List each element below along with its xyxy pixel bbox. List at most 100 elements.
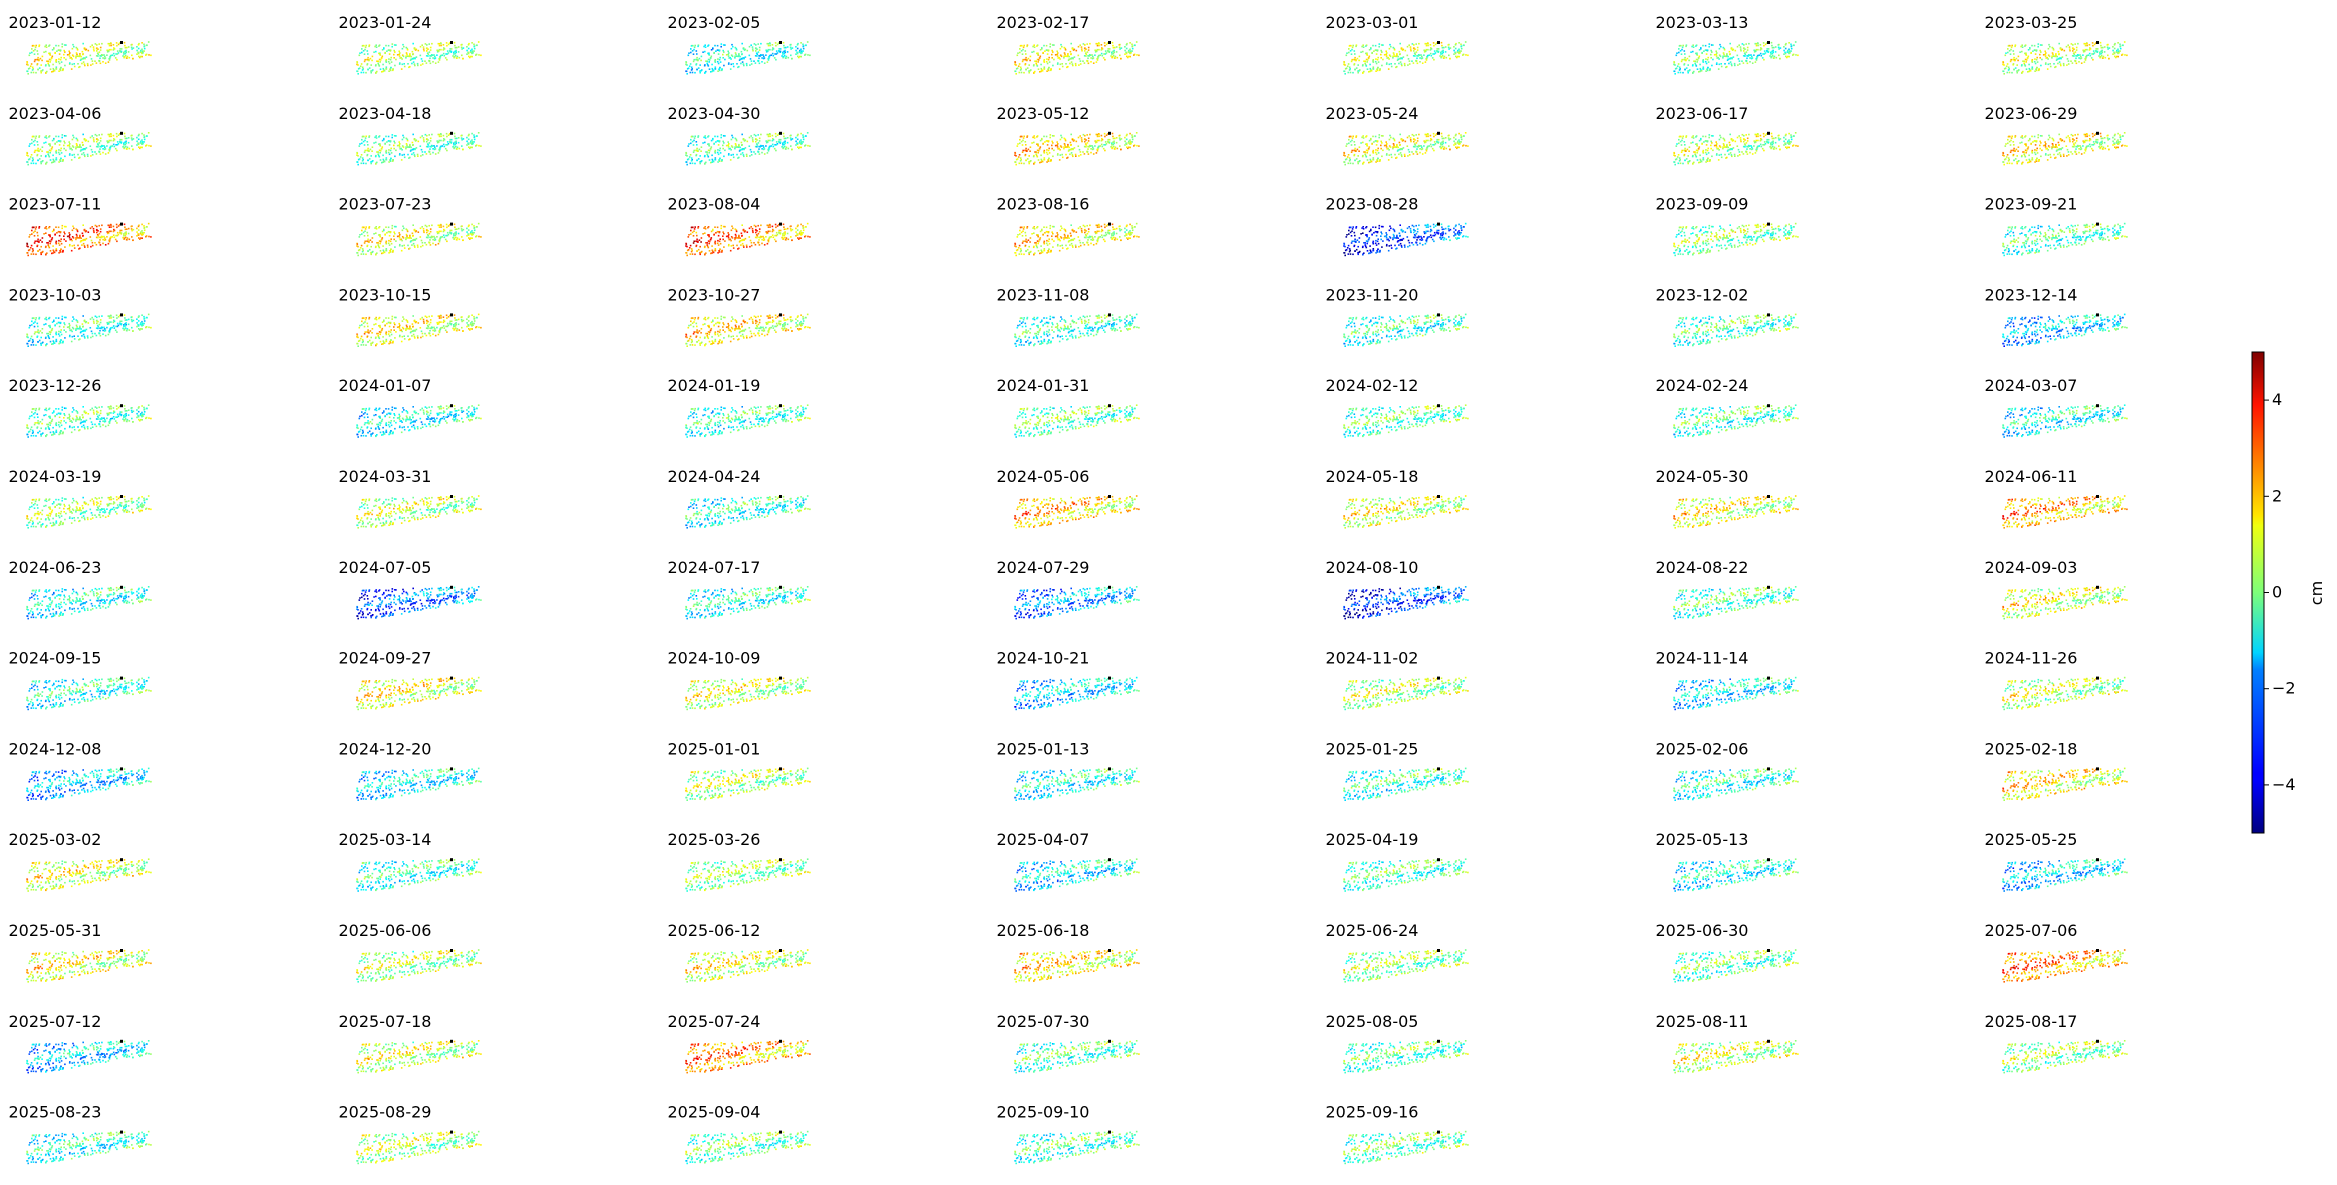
point: [703, 64, 706, 67]
point: [1788, 50, 1791, 52]
panel-title: 2023-05-12: [997, 104, 1090, 123]
point: [1439, 55, 1441, 57]
point: [1358, 59, 1360, 62]
point: [2030, 143, 2032, 145]
point: [398, 55, 401, 57]
point: [124, 141, 126, 143]
point: [1094, 141, 1097, 144]
point: [1771, 52, 1774, 55]
point: [2067, 154, 2070, 156]
point: [131, 145, 133, 147]
point: [2117, 55, 2119, 58]
point: [1021, 44, 1023, 47]
point: [361, 69, 364, 71]
point: [1056, 53, 1059, 56]
point: [722, 53, 724, 56]
point: [1773, 146, 1776, 149]
point: [2068, 46, 2071, 48]
point: [1674, 155, 1676, 157]
point: [98, 142, 101, 144]
point: [1380, 147, 1382, 150]
point: [801, 52, 803, 54]
point: [1692, 46, 1695, 48]
point: [2084, 135, 2087, 138]
point: [730, 58, 732, 60]
point: [126, 57, 128, 59]
point: [34, 230, 36, 232]
point: [98, 150, 101, 153]
point: [1388, 63, 1391, 66]
point: [731, 43, 733, 46]
point: [393, 140, 395, 143]
point: [123, 132, 126, 135]
point: [120, 48, 123, 50]
point: [109, 145, 112, 148]
point: [1415, 60, 1418, 62]
point: [1402, 56, 1405, 58]
point: [1036, 52, 1038, 55]
point: [431, 145, 433, 147]
point: [1040, 63, 1042, 66]
panel-title: 2023-02-17: [997, 13, 1090, 32]
point: [1755, 150, 1758, 152]
point: [1361, 155, 1364, 158]
point: [409, 53, 411, 55]
point: [2118, 142, 2120, 145]
point: [693, 149, 695, 152]
point: [753, 60, 755, 62]
point: [1058, 68, 1061, 70]
point: [79, 156, 81, 159]
point: [2040, 155, 2042, 158]
point: [92, 139, 95, 141]
point: [32, 162, 35, 165]
point: [2119, 50, 2121, 52]
point: [806, 41, 809, 43]
point: [1129, 42, 1131, 44]
point: [1381, 142, 1383, 144]
point: [419, 45, 422, 48]
point: [1772, 142, 1774, 144]
point: [33, 60, 36, 63]
point: [81, 58, 84, 60]
point: [409, 145, 411, 147]
point: [800, 48, 802, 51]
point: [387, 44, 390, 47]
point: [1722, 146, 1724, 148]
point: [1053, 44, 1055, 46]
point: [2002, 161, 2005, 163]
point: [1346, 52, 1348, 54]
point: [1696, 54, 1698, 56]
point: [714, 152, 717, 154]
point: [388, 144, 391, 146]
point: [460, 46, 463, 49]
point: [2048, 55, 2051, 58]
point: [745, 153, 748, 156]
point: [450, 141, 453, 143]
point: [734, 52, 737, 54]
point: [99, 228, 102, 230]
point: [86, 153, 89, 156]
point: [755, 44, 757, 46]
point: [1688, 59, 1690, 62]
point: [85, 48, 88, 51]
point: [116, 53, 119, 55]
point: [1426, 54, 1429, 57]
point: [428, 43, 430, 45]
point: [750, 151, 753, 153]
point: [1706, 160, 1709, 162]
point: [415, 56, 418, 58]
point: [1713, 54, 1716, 56]
point: [707, 155, 710, 158]
point: [1079, 60, 1082, 62]
point: [45, 163, 47, 165]
point: [1029, 150, 1031, 152]
point: [2100, 141, 2102, 143]
point: [2067, 151, 2070, 153]
point: [373, 51, 375, 53]
point: [361, 45, 364, 47]
panel-points: [1014, 132, 1140, 166]
point: [734, 57, 736, 59]
point: [768, 56, 770, 58]
point: [1369, 161, 1371, 163]
point: [1762, 53, 1764, 55]
